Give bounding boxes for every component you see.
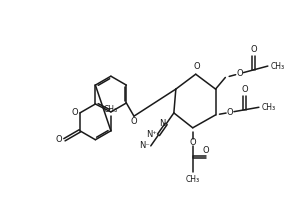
Text: O: O [189, 138, 196, 147]
Text: O: O [227, 108, 233, 117]
Text: O: O [203, 146, 210, 155]
Text: O: O [71, 108, 78, 118]
Text: O: O [250, 45, 257, 54]
Text: N⁻: N⁻ [139, 141, 150, 150]
Text: N⁺: N⁺ [147, 130, 157, 139]
Text: CH₃: CH₃ [271, 62, 285, 71]
Text: N: N [159, 119, 165, 128]
Text: CH₃: CH₃ [104, 105, 118, 114]
Text: O: O [56, 135, 63, 144]
Text: O: O [131, 117, 137, 126]
Text: O: O [193, 62, 200, 71]
Text: CH₃: CH₃ [186, 175, 200, 184]
Text: O: O [236, 69, 243, 78]
Text: O: O [241, 85, 248, 94]
Text: CH₃: CH₃ [262, 103, 276, 112]
